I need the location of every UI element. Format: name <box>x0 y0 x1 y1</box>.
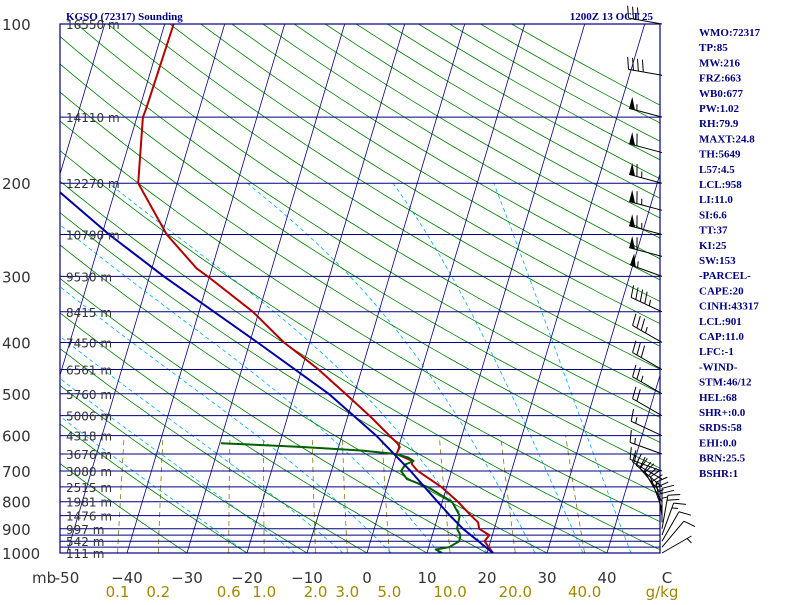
temperature-tick-label: −30 <box>171 569 203 587</box>
pressure-tick-label: 100 <box>2 16 31 34</box>
index-value: LFC:-1 <box>699 346 734 358</box>
temperature-tick-label: 30 <box>537 569 556 587</box>
chart-title: KGSO (72317) Sounding <box>66 11 183 23</box>
index-value: TT:37 <box>699 225 728 237</box>
index-value: LI:11.0 <box>699 194 733 206</box>
mixing-ratio-label: 2.0 <box>304 583 328 600</box>
index-value: CAP:11.0 <box>699 331 744 343</box>
pressure-tick-label: 500 <box>2 386 31 404</box>
height-label: 6561 m <box>66 364 112 378</box>
mixing-ratio-label: 1.0 <box>252 583 276 600</box>
pressure-tick-label: 700 <box>2 463 31 481</box>
mixing-ratio-label: g/kg <box>646 583 679 600</box>
pressure-tick-label: 600 <box>2 428 31 446</box>
pressure-tick-label: 300 <box>2 268 31 286</box>
pressure-tick-label: 800 <box>2 494 31 512</box>
height-label: 14110 m <box>66 111 120 125</box>
index-value: MAXT:24.8 <box>699 133 755 145</box>
index-value: PW:1.02 <box>699 103 740 115</box>
temperature-tick-label: 0 <box>362 569 372 587</box>
mixing-ratio-label: 40.0 <box>568 583 601 600</box>
pressure-tick-label: 400 <box>2 334 31 352</box>
index-value: SI:6.6 <box>699 209 727 221</box>
mixing-ratio-label: 3.0 <box>335 583 359 600</box>
height-label: 1476 m <box>66 510 112 524</box>
height-label: 5760 m <box>66 388 112 402</box>
height-label: 2515 m <box>66 481 112 495</box>
index-value: BSHR:1 <box>699 468 738 480</box>
height-label: 111 m <box>66 547 104 561</box>
height-label: 8415 m <box>66 306 112 320</box>
mixing-ratio-label: 0.2 <box>146 583 170 600</box>
height-label: 10790 m <box>66 229 120 243</box>
height-label: 1981 m <box>66 496 112 510</box>
index-value: SRDS:58 <box>699 422 742 434</box>
index-value: KI:25 <box>699 240 727 252</box>
index-value: LCL:958 <box>699 179 742 191</box>
height-label: 12270 m <box>66 177 120 191</box>
pressure-tick-label: 200 <box>2 175 31 193</box>
pressure-tick-label: 1000 <box>2 545 40 563</box>
temperature-tick-label: -50 <box>55 569 80 587</box>
index-value: EHI:0.0 <box>699 437 737 449</box>
index-value: FRZ:663 <box>699 73 742 85</box>
pressure-tick-label: 900 <box>2 521 31 539</box>
height-label: 5006 m <box>66 410 112 424</box>
index-value: -PARCEL- <box>699 270 751 282</box>
index-value: CAPE:20 <box>699 285 744 297</box>
mixing-ratio-label: 20.0 <box>499 583 532 600</box>
chart-subtitle: 1200Z 13 OCT 25 <box>570 11 654 23</box>
height-label: 7450 m <box>66 336 112 350</box>
index-value: BRN:25.5 <box>699 453 746 465</box>
index-value: RH:79.9 <box>699 118 739 130</box>
mixing-ratio-label: 10.0 <box>433 583 466 600</box>
index-value: SW:153 <box>699 255 736 267</box>
mixing-ratio-label: 0.6 <box>217 583 241 600</box>
index-value: LCL:901 <box>699 316 742 328</box>
index-value: STM:46/12 <box>699 377 752 389</box>
index-value: TP:85 <box>699 42 728 54</box>
height-label: 3676 m <box>66 448 112 462</box>
height-label: 3080 m <box>66 465 112 479</box>
index-value: TH:5649 <box>699 149 741 161</box>
mixing-ratio-label: 0.1 <box>106 583 130 600</box>
index-value: CINH:43317 <box>699 301 759 313</box>
index-value: SHR+:0.0 <box>699 407 746 419</box>
index-value: -WIND- <box>699 361 738 373</box>
height-label: 4318 m <box>66 430 112 444</box>
index-value: WB0:677 <box>699 88 744 100</box>
index-value: WMO:72317 <box>699 27 761 39</box>
temperature-tick-label: 20 <box>477 569 496 587</box>
index-value: MW:216 <box>699 57 740 69</box>
mixing-ratio-label: 5.0 <box>377 583 401 600</box>
pressure-unit-label: mb <box>32 569 56 587</box>
height-label: 9530 m <box>66 270 112 284</box>
index-value: L57:4.5 <box>699 164 735 176</box>
index-value: HEL:68 <box>699 392 737 404</box>
